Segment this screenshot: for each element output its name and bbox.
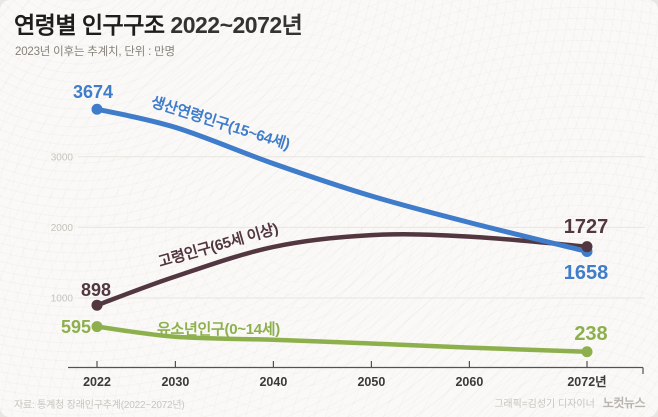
value-label-youth-end: 238: [574, 323, 607, 345]
credit-group: 그래픽=김성기 디자이너 노컷뉴스: [494, 394, 645, 411]
title-range: 2022~2072년: [170, 12, 303, 38]
series-lines-group: [94, 106, 590, 355]
x-axis-label-2060: 2060: [455, 375, 483, 389]
dot-youth-start: [91, 321, 103, 333]
series-line-elderly: [94, 232, 590, 308]
y-tick-label-2000: 2000: [51, 223, 74, 234]
series-dots-group: [91, 103, 593, 358]
value-labels-group: 3674 1658 898 1727 595 238: [61, 82, 608, 345]
x-axis-label-2050: 2050: [357, 375, 385, 389]
value-label-elderly-start: 898: [81, 280, 111, 300]
series-label-youth: 유소년인구(0~14세): [157, 320, 280, 338]
brand-logo: 노컷뉴스: [602, 396, 646, 410]
gridlines-group: 1000 2000 3000: [51, 152, 645, 305]
y-tick-label-1000: 1000: [51, 294, 74, 305]
x-axis-group: 2022 2030 2040 2050 2060 2072년: [68, 361, 644, 389]
y-tick-label-3000: 3000: [51, 152, 74, 163]
title-main: 연령별 인구구조: [14, 12, 165, 38]
page-title: 연령별 인구구조 2022~2072년: [14, 10, 303, 40]
dot-working-age-start: [91, 103, 103, 115]
series-labels-group: 생산연령인구(15~64세)고령인구(65세 이상)유소년인구(0~14세): [149, 93, 293, 338]
dot-elderly-end: [581, 241, 593, 253]
designer-credit: 그래픽=김성기 디자이너: [494, 399, 595, 410]
dot-youth-end: [581, 346, 593, 358]
footer: 자료: 통계청 장래인구추계(2022~2072년) 그래픽=김성기 디자이너 …: [0, 395, 658, 411]
header: 연령별 인구구조 2022~2072년 2023년 이후는 추계치, 단위 : …: [14, 10, 303, 59]
x-axis-label-2030: 2030: [161, 375, 189, 389]
source-note: 자료: 통계청 장래인구추계(2022~2072년): [14, 400, 185, 411]
value-label-elderly-end: 1727: [564, 216, 609, 238]
series-line-youth: [94, 324, 590, 355]
x-axis-label-2022: 2022: [83, 375, 111, 389]
value-label-youth-start: 595: [61, 317, 91, 337]
series-line-working-age: [94, 106, 590, 254]
value-label-working-age-end: 1658: [564, 262, 609, 284]
dot-elderly-start: [91, 299, 103, 311]
value-label-working-age-start: 3674: [73, 82, 113, 102]
x-axis-label-2072: 2072년: [567, 375, 606, 389]
x-axis-label-2040: 2040: [259, 375, 287, 389]
subtitle: 2023년 이후는 추계치, 단위 : 만명: [15, 46, 175, 58]
